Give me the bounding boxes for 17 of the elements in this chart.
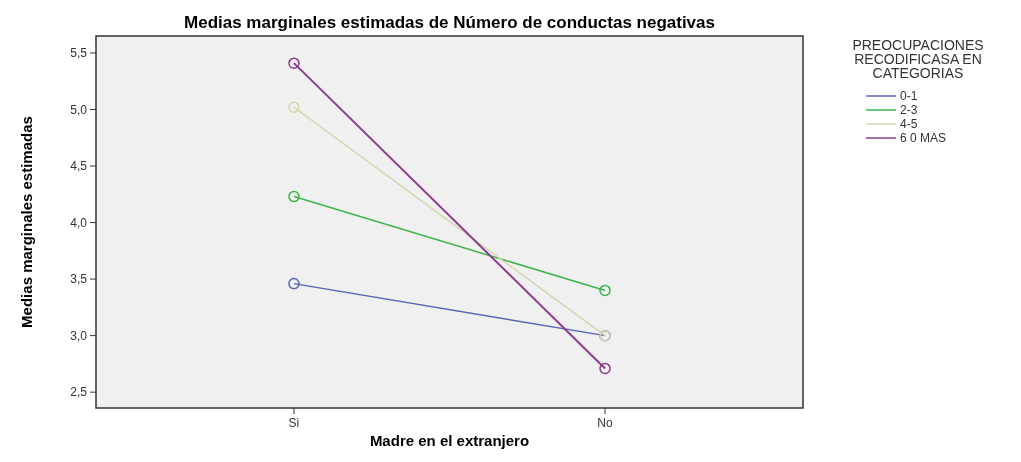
legend-label: 0-1 (900, 89, 918, 104)
x-tick-label: Si (288, 416, 300, 430)
y-axis-title: Medias marginales estimadas (18, 116, 35, 328)
y-tick-label: 5,0 (70, 102, 88, 117)
y-tick-label: 4,0 (70, 215, 88, 230)
y-tick-label: 5,5 (70, 46, 88, 61)
x-tick-label: No (597, 416, 614, 430)
chart-title: Medias marginales estimadas de Número de conductas negativas (184, 13, 715, 32)
legend-label: 2-3 (900, 103, 918, 118)
legend-label: 6 0 MAS (900, 131, 947, 146)
legend-label: 4-5 (900, 117, 918, 132)
y-tick-label: 3,5 (70, 272, 88, 287)
x-axis-title: Madre en el extranjero (369, 432, 530, 449)
legend-title: PREOCUPACIONES RECODIFICASA EN CATEGORIAS (852, 37, 984, 81)
y-tick-label: 4,5 (70, 159, 88, 174)
y-tick-label: 2,5 (70, 385, 88, 400)
y-tick-label: 3,0 (70, 328, 88, 343)
